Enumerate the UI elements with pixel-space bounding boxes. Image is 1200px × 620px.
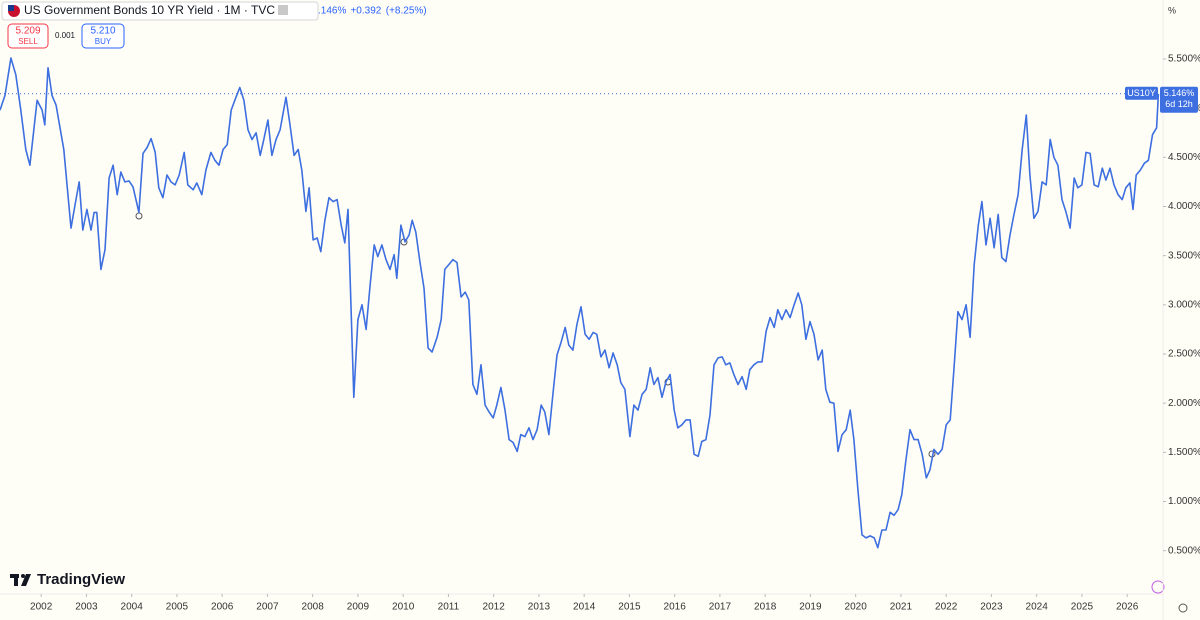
- y-tick-label: 0.500%: [1168, 545, 1200, 556]
- x-tick-label: 2007: [256, 602, 279, 613]
- x-tick-label: 2012: [483, 602, 506, 613]
- x-tick-label: 2003: [75, 602, 98, 613]
- x-tick-label: 2005: [166, 602, 189, 613]
- yield-line: [0, 57, 1160, 549]
- x-tick-label: 2014: [573, 602, 596, 613]
- x-tick-label: 2021: [890, 602, 913, 613]
- last-price: 5.146%: [1164, 88, 1195, 98]
- sell-button[interactable]: [7, 23, 49, 49]
- x-tick-label: 2020: [845, 602, 868, 613]
- logo: [10, 574, 31, 586]
- y-tick-label: 1.000%: [1168, 496, 1200, 507]
- axis-unit: %: [1168, 5, 1176, 15]
- x-tick-label: 2017: [709, 602, 732, 613]
- y-tick-label: 2.000%: [1168, 398, 1200, 409]
- x-tick-label: 2024: [1026, 602, 1049, 613]
- sell-price: 5.209: [15, 26, 40, 37]
- x-tick-label: 2018: [754, 602, 777, 613]
- x-tick-label: 2004: [121, 602, 144, 613]
- buy-label: BUY: [95, 37, 112, 46]
- brand: TradingView: [37, 571, 125, 588]
- x-tick-label: 2015: [618, 602, 641, 613]
- x-tick-label: 2008: [302, 602, 325, 613]
- y-tick-label: 4.000%: [1168, 201, 1200, 212]
- y-tick-label: 1.500%: [1168, 447, 1200, 458]
- alert-icon[interactable]: [1151, 580, 1165, 594]
- symbol-tag: [1125, 86, 1158, 100]
- x-tick-label: 2009: [347, 602, 370, 613]
- sell-label: SELL: [18, 37, 38, 46]
- x-tick-label: 2022: [935, 602, 958, 613]
- x-tick-label: 2025: [1071, 602, 1094, 613]
- x-tick-label: 2010: [392, 602, 415, 613]
- buy-price: 5.210: [90, 26, 115, 37]
- chart-title: US Government Bonds 10 YR Yield · 1M · T…: [24, 3, 275, 17]
- countdown: 6d 12h: [1165, 99, 1193, 109]
- header-box[interactable]: [1, 1, 319, 21]
- x-tick-label: 2006: [211, 602, 234, 613]
- x-tick-label: 2016: [664, 602, 687, 613]
- x-tick-label: 2013: [528, 602, 551, 613]
- event-marker[interactable]: [135, 212, 143, 220]
- x-tick-label: 2019: [799, 602, 822, 613]
- y-tick-label: 4.500%: [1168, 152, 1200, 163]
- buy-button[interactable]: [81, 23, 125, 49]
- x-tick-label: 2023: [980, 602, 1003, 613]
- header-last: .146%: [318, 6, 346, 17]
- header-change: +0.392: [350, 6, 381, 17]
- settings-icon[interactable]: [1178, 603, 1188, 613]
- symbol: US10Y: [1127, 88, 1156, 98]
- y-tick-label: 5.500%: [1168, 54, 1200, 65]
- last-price-tag: [1160, 86, 1198, 113]
- x-tick-label: 2026: [1116, 602, 1139, 613]
- y-tick-label: 3.000%: [1168, 299, 1200, 310]
- x-tick-label: 2011: [438, 602, 460, 613]
- spread: 0.001: [55, 31, 76, 40]
- header-change-pct: (+8.25%): [386, 6, 427, 17]
- y-tick-label: 3.500%: [1168, 250, 1200, 261]
- y-tick-label: 2.500%: [1168, 349, 1200, 360]
- flag-button[interactable]: [278, 5, 288, 15]
- x-tick-label: 2002: [30, 602, 53, 613]
- flag-canton: [8, 5, 14, 11]
